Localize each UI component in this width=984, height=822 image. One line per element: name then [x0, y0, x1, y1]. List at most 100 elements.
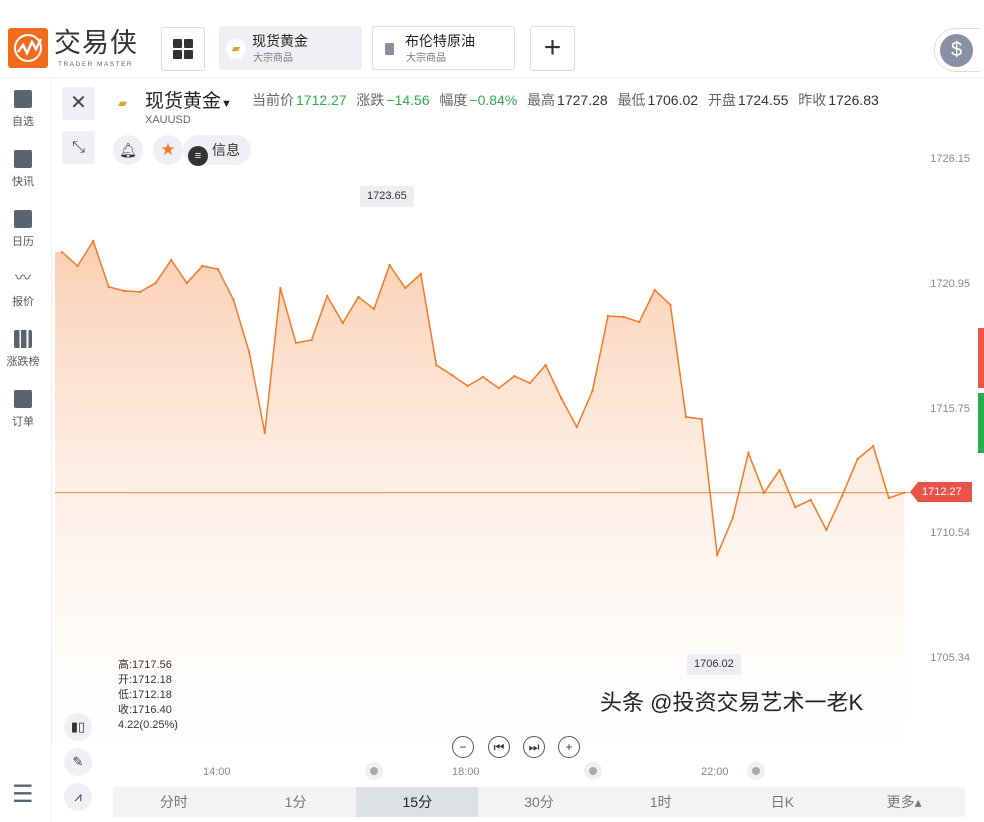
watermark: 头条 @投资交易艺术一老K	[600, 690, 864, 715]
bell-icon: 🔔︎	[119, 142, 137, 158]
ohlc-change: 4.22(0.25%)	[118, 719, 178, 731]
price-point	[731, 516, 734, 520]
low-value: 1706.02	[647, 92, 699, 108]
price-point	[747, 451, 750, 455]
plus-icon: +	[565, 740, 573, 754]
price-point	[216, 267, 220, 271]
x-tick-label: 22:00	[701, 766, 729, 778]
top-bar: 交易侠 TRADER MASTER ▰ 现货黄金 大宗商品 布伦特原油 大宗商品…	[0, 0, 984, 78]
oil-barrel-icon	[385, 43, 394, 55]
open-label: 开盘	[707, 92, 736, 108]
period-more[interactable]: 更多▴	[886, 794, 922, 810]
zoom-in-button[interactable]: +	[558, 736, 580, 758]
ohlc-low: 低:1712.18	[118, 689, 172, 701]
sidebar-item-orders[interactable]: 订单	[0, 390, 46, 429]
grid-icon	[173, 39, 193, 59]
grid-menu-button[interactable]	[161, 27, 205, 71]
price-point	[294, 341, 298, 345]
y-tick-label: 1710.54	[930, 527, 970, 539]
draw-tool-button[interactable]: ✎	[64, 748, 92, 776]
price-point	[825, 528, 828, 532]
sidebar-item-movers[interactable]: 涨跌榜	[0, 330, 46, 369]
sidebar-item-news[interactable]: 快讯	[0, 150, 46, 189]
price-point	[92, 239, 95, 243]
instrument-symbol: XAUUSD	[145, 114, 191, 126]
tab-sublabel: 大宗商品	[253, 53, 293, 64]
caret-down-icon: ▼	[221, 98, 232, 110]
period-tab-active[interactable]: 15分	[356, 787, 479, 817]
min-price-tag: 1706.02	[687, 654, 741, 675]
price-point	[544, 363, 547, 367]
ohlc-readout: 高:1717.56 开:1712.18 低:1712.18 收:1716.40 …	[118, 658, 178, 733]
indicator-button[interactable]: ⩘	[64, 783, 92, 811]
y-tick-label: 1726.15	[930, 153, 970, 165]
tab-sublabel: 大宗商品	[406, 53, 446, 64]
collapse-button[interactable]: ⤡	[62, 131, 95, 164]
minus-icon: −	[459, 740, 467, 754]
instrument-selector[interactable]: 现货黄金▼	[145, 91, 232, 115]
scroll-handle[interactable]	[584, 762, 602, 780]
add-tab-button[interactable]: +	[530, 26, 575, 71]
price-point	[138, 290, 142, 294]
period-tab[interactable]: 30分	[524, 794, 554, 810]
sidebar: 自选 快讯 日历 〰报价 涨跌榜 订单 ☰	[0, 78, 52, 822]
price-point	[185, 281, 188, 285]
ohlc-open: 开:1712.18	[118, 674, 172, 686]
sidebar-item-watchlist[interactable]: 自选	[0, 90, 46, 129]
alert-button[interactable]: 🔔︎	[113, 135, 143, 165]
max-price-tag: 1723.65	[360, 186, 414, 207]
app-tagline: TRADER MASTER	[58, 61, 134, 68]
line-chart-icon: 〰	[14, 270, 31, 287]
price-point	[872, 444, 875, 448]
zoom-out-button[interactable]: −	[452, 736, 474, 758]
change-value: −14.56	[386, 92, 430, 108]
jump-end-button[interactable]: ⏭	[523, 736, 545, 758]
price-point	[107, 285, 111, 289]
logo-icon	[8, 28, 48, 68]
period-tab[interactable]: 分时	[159, 794, 188, 810]
menu-circle-icon: ≡	[188, 146, 208, 166]
account-button[interactable]: $	[934, 28, 980, 72]
period-tab[interactable]: 日K	[770, 794, 795, 810]
x-tick-label: 14:00	[203, 766, 231, 778]
price-point	[794, 505, 797, 509]
gold-bar-icon: ▰	[226, 39, 246, 59]
tab-gold[interactable]: ▰ 现货黄金 大宗商品	[219, 26, 362, 70]
tab-label: 布伦特原油	[405, 33, 475, 49]
info-button[interactable]: ≡ 信息	[183, 135, 251, 166]
favorite-button[interactable]: ★	[153, 135, 183, 165]
buy-edge-indicator[interactable]	[978, 393, 984, 453]
jump-start-button[interactable]: ⏮	[488, 736, 510, 758]
price-point	[201, 264, 204, 268]
close-icon: ✕	[70, 92, 87, 114]
price-point	[903, 491, 906, 494]
y-tick-label: 1715.75	[930, 403, 970, 415]
price-point	[840, 494, 844, 498]
pencil-icon: ✎	[72, 754, 84, 769]
price-point	[591, 389, 594, 393]
price-point	[232, 298, 235, 302]
change-label: 涨跌	[356, 92, 385, 108]
period-tab[interactable]: 1时	[649, 794, 672, 810]
high-label: 最高	[527, 92, 556, 108]
close-button[interactable]: ✕	[62, 87, 95, 120]
sidebar-item-quotes[interactable]: 〰报价	[0, 270, 46, 309]
current-price: 1712.27	[296, 92, 347, 108]
sidebar-item-calendar[interactable]: 日历	[0, 210, 46, 249]
price-point	[778, 468, 781, 472]
sell-edge-indicator[interactable]	[978, 328, 984, 388]
last-price-tag: 1712.27	[910, 482, 972, 502]
price-point	[450, 373, 454, 377]
tab-brent-oil[interactable]: 布伦特原油 大宗商品	[372, 26, 515, 70]
price-point	[372, 307, 376, 311]
list-icon	[14, 150, 32, 168]
gold-bar-icon: ▰	[118, 96, 128, 110]
scroll-handle[interactable]	[747, 762, 765, 780]
open-value: 1724.55	[737, 92, 789, 108]
menu-icon[interactable]: ☰	[12, 781, 34, 808]
candlestick-toggle[interactable]: ▮▯	[64, 713, 92, 741]
collapse-arrows-icon: ⤡	[72, 139, 85, 156]
scroll-handle[interactable]	[365, 762, 383, 780]
period-tab[interactable]: 1分	[284, 794, 307, 810]
